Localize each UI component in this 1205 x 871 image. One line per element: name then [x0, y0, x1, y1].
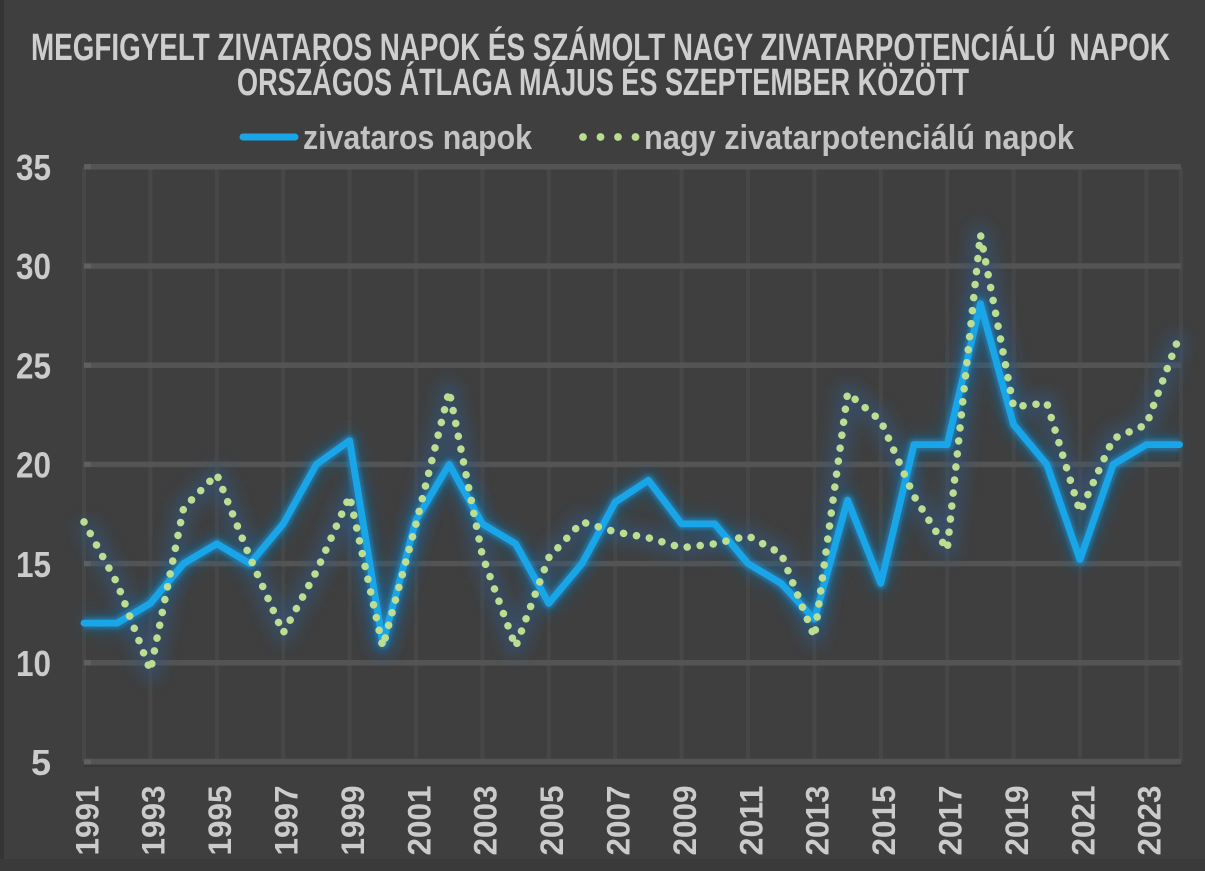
svg-text:2007: 2007 [601, 786, 637, 856]
svg-text:1995: 1995 [202, 786, 238, 856]
svg-text:2003: 2003 [468, 786, 504, 856]
svg-text:2001: 2001 [401, 786, 437, 856]
svg-text:2017: 2017 [933, 786, 969, 856]
svg-text:10: 10 [16, 643, 51, 684]
svg-text:2005: 2005 [534, 786, 570, 856]
svg-text:nagy zivatarpotenciálú napok: nagy zivatarpotenciálú napok [644, 119, 1074, 157]
svg-text:1997: 1997 [269, 786, 305, 856]
svg-text:MEGFIGYELT ZIVATAROS NAPOK ÉS: MEGFIGYELT ZIVATAROS NAPOK ÉS SZÁMOLT NA… [31, 25, 1170, 69]
svg-text:1999: 1999 [335, 786, 371, 856]
svg-text:1991: 1991 [69, 786, 105, 856]
svg-text:20: 20 [16, 445, 51, 486]
svg-text:30: 30 [16, 246, 51, 287]
svg-text:2023: 2023 [1132, 786, 1168, 856]
svg-text:1993: 1993 [136, 786, 172, 856]
svg-text:2021: 2021 [1065, 786, 1101, 856]
svg-text:2013: 2013 [800, 786, 836, 856]
svg-text:2009: 2009 [667, 786, 703, 856]
svg-text:35: 35 [16, 147, 51, 188]
svg-text:15: 15 [16, 544, 51, 585]
svg-text:ORSZÁGOS ÁTLAGA MÁJUS ÉS SZEPT: ORSZÁGOS ÁTLAGA MÁJUS ÉS SZEPTEMBER KÖZÖ… [237, 60, 969, 104]
svg-text:2011: 2011 [733, 786, 769, 856]
svg-text:zivataros napok: zivataros napok [303, 119, 532, 157]
svg-text:2019: 2019 [999, 786, 1035, 856]
svg-text:5: 5 [31, 742, 51, 783]
svg-text:25: 25 [16, 345, 51, 386]
svg-text:2015: 2015 [866, 786, 902, 856]
